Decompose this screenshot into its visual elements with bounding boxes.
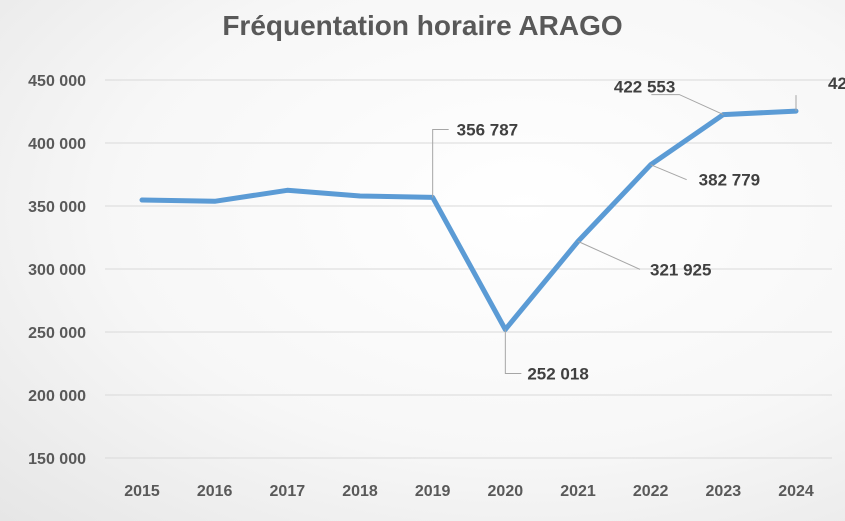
series-line	[139, 108, 799, 332]
x-tick-label: 2015	[124, 483, 160, 500]
data-label: 425 334	[828, 74, 845, 93]
y-tick-label: 450 000	[28, 73, 86, 90]
data-label: 422 553	[614, 78, 675, 97]
data-label-leader	[577, 240, 641, 270]
data-label: 321 925	[650, 260, 711, 279]
x-tick-label: 2021	[560, 483, 596, 500]
x-tick-label: 2022	[633, 483, 669, 500]
x-tick-label: 2016	[197, 483, 233, 500]
y-tick-label: 300 000	[28, 262, 86, 279]
chart-title: Fréquentation horaire ARAGO	[222, 10, 623, 41]
x-tick-label: 2018	[342, 483, 378, 500]
data-label-leader	[432, 128, 449, 198]
data-label: 356 787	[457, 120, 518, 139]
y-tick-label: 350 000	[28, 199, 86, 216]
y-tick-label: 400 000	[28, 136, 86, 153]
data-label: 252 018	[527, 364, 588, 383]
x-tick-label: 2024	[778, 483, 814, 500]
x-tick-label: 2017	[270, 483, 306, 500]
y-tick-label: 200 000	[28, 388, 86, 405]
x-tick-label: 2023	[706, 483, 742, 500]
data-label-leader	[650, 164, 687, 181]
data-label-leader	[651, 94, 724, 116]
data-label-leader	[504, 329, 522, 374]
data-label: 382 779	[699, 171, 760, 190]
x-tick-label: 2019	[415, 483, 451, 500]
y-tick-label: 150 000	[28, 451, 86, 468]
y-tick-label: 250 000	[28, 325, 86, 342]
x-tick-label: 2020	[488, 483, 524, 500]
